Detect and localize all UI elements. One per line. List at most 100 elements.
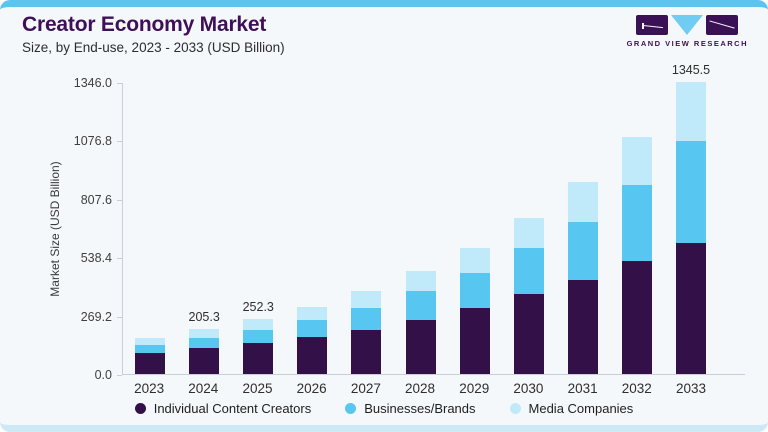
legend-label: Individual Content Creators xyxy=(153,401,312,416)
x-tick-label-2031: 2031 xyxy=(567,381,598,396)
bar-segment-2026 xyxy=(297,306,328,321)
gvr-logo-g-block xyxy=(636,15,669,35)
gvr-logo-icon xyxy=(636,15,739,35)
bar-segment-2025 xyxy=(243,343,274,374)
y-tick-mark xyxy=(117,258,122,260)
legend-item: Individual Content Creators xyxy=(134,401,312,416)
bar-segment-2030 xyxy=(513,294,544,374)
bar-2032 xyxy=(621,136,652,374)
x-tick-label-2027: 2027 xyxy=(350,381,381,396)
bar-column-2026 xyxy=(285,83,339,374)
chart-subtitle: Size, by End-use, 2023 - 2033 (USD Billi… xyxy=(22,40,285,55)
y-tick-label: 807.6 xyxy=(80,192,112,207)
bar-segment-2030 xyxy=(513,218,544,248)
bar-segment-2029 xyxy=(459,308,490,374)
data-label-2033: 1345.5 xyxy=(671,63,711,78)
y-tick-label: 1346.0 xyxy=(73,76,112,90)
y-tick-label: 0.0 xyxy=(94,368,112,382)
bar-segment-2028 xyxy=(405,271,436,292)
y-tick-mark xyxy=(117,199,122,201)
legend-label: Media Companies xyxy=(528,401,634,416)
bar-2023 xyxy=(135,337,166,374)
bar-column-2032 xyxy=(610,83,664,374)
bar-column-2028 xyxy=(393,83,447,374)
bar-segment-2032 xyxy=(621,136,652,186)
bar-column-2025: 252.3 xyxy=(231,83,285,374)
data-label-2024: 205.3 xyxy=(188,310,220,325)
bar-segment-2027 xyxy=(351,308,382,330)
bar-column-2024: 205.3 xyxy=(177,83,231,374)
legend-item: Media Companies xyxy=(509,401,634,416)
y-tick-mark xyxy=(117,316,122,318)
bar-segment-2033 xyxy=(675,140,706,243)
x-tick-label-2026: 2026 xyxy=(296,381,327,396)
x-tick-label-2032: 2032 xyxy=(621,381,652,396)
bar-segment-2032 xyxy=(621,261,652,374)
bar-segment-2027 xyxy=(351,290,382,309)
legend-item: Businesses/Brands xyxy=(345,401,476,416)
legend-dot-icon xyxy=(345,403,357,414)
logo-text: GRAND VIEW RESEARCH xyxy=(626,39,748,48)
bars: 205.3 252.3 1345.5 xyxy=(123,63,718,374)
bar-segment-2023 xyxy=(135,337,166,346)
legend-label: Businesses/Brands xyxy=(364,401,476,416)
legend: Individual Content Creators Businesses/Br… xyxy=(0,401,768,416)
bar-column-2030 xyxy=(502,83,556,374)
x-tick-label-2028: 2028 xyxy=(405,381,436,396)
bar-segment-2029 xyxy=(459,272,490,309)
bar-segment-2023 xyxy=(135,345,166,353)
bar-column-2029 xyxy=(448,83,502,374)
bar-2025 xyxy=(243,319,274,374)
bar-column-2027 xyxy=(339,83,393,374)
bar-2024 xyxy=(189,329,220,374)
plot-area: 205.3 252.3 1345.5 xyxy=(122,63,745,375)
bar-segment-2023 xyxy=(135,352,166,374)
y-tick-mark xyxy=(117,141,122,143)
bar-2031 xyxy=(567,181,598,374)
bar-segment-2029 xyxy=(459,247,490,273)
bar-column-2031 xyxy=(556,83,610,374)
data-label-2025: 252.3 xyxy=(242,300,274,315)
bar-2029 xyxy=(459,247,490,374)
bar-segment-2032 xyxy=(621,185,652,262)
x-tick-label-2030: 2030 xyxy=(513,381,544,396)
y-tick-mark xyxy=(117,375,122,376)
bar-segment-2033 xyxy=(675,82,706,141)
y-axis-title: Market Size (USD Billion) xyxy=(48,161,62,297)
gvr-logo-v-triangle xyxy=(671,15,704,35)
legend-dot-icon xyxy=(134,403,146,414)
bar-2033 xyxy=(675,82,706,374)
grand-view-research-logo: GRAND VIEW RESEARCH xyxy=(627,15,748,48)
bar-segment-2024 xyxy=(189,329,220,339)
x-tick-label-2023: 2023 xyxy=(134,381,165,396)
chart-title: Creator Economy Market xyxy=(22,13,267,36)
y-tick-label: 269.2 xyxy=(80,309,112,324)
bar-segment-2033 xyxy=(675,242,706,374)
bar-segment-2026 xyxy=(297,336,328,374)
bar-segment-2031 xyxy=(567,222,598,280)
bar-column-2033: 1345.5 xyxy=(664,63,718,374)
x-tick-label-2033: 2033 xyxy=(675,381,706,396)
bar-segment-2027 xyxy=(351,329,382,374)
gvr-logo-r-block xyxy=(706,15,739,35)
bar-2028 xyxy=(405,271,436,374)
bar-segment-2030 xyxy=(513,247,544,295)
x-tick-label-2029: 2029 xyxy=(459,381,490,396)
bar-segment-2025 xyxy=(243,319,274,331)
y-tick-mark xyxy=(117,83,122,84)
bar-2027 xyxy=(351,290,382,374)
bar-segment-2025 xyxy=(243,330,274,344)
x-axis-labels: 2023 2024 2025 2026 2027 2028 2029 2030 2031 2032… xyxy=(122,381,718,396)
x-tick-label-2025: 2025 xyxy=(242,381,273,396)
bar-2030 xyxy=(513,218,544,374)
bar-segment-2024 xyxy=(189,338,220,349)
bar-segment-2026 xyxy=(297,320,328,337)
bar-2026 xyxy=(297,306,328,374)
bar-segment-2024 xyxy=(189,348,220,374)
bar-segment-2031 xyxy=(567,279,598,374)
bar-segment-2028 xyxy=(405,319,436,374)
y-tick-label: 538.4 xyxy=(80,251,112,266)
bar-column-2023 xyxy=(123,83,177,374)
bar-segment-2028 xyxy=(405,291,436,320)
